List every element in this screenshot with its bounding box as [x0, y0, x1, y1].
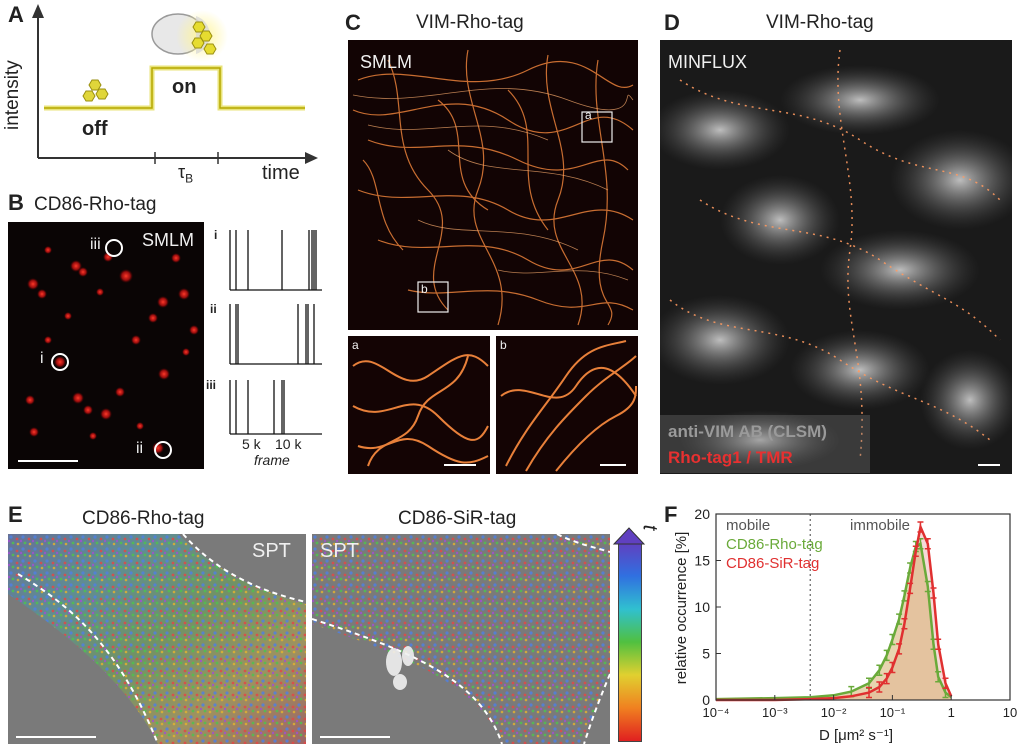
x-tick-label: 10: [1003, 705, 1017, 720]
panel-c-title: VIM-Rho-tag: [416, 12, 524, 33]
panel-f-label: F: [664, 502, 678, 527]
colorbar-arrow-icon: [612, 527, 646, 545]
marker-iii: iii: [90, 236, 101, 253]
panel-b-scale-bar: [18, 460, 78, 462]
y-tick-label: 5: [702, 646, 710, 662]
panel-a-xlabel: time: [262, 162, 300, 184]
panel-b-blink-traces: [229, 230, 322, 435]
legend-sir: CD86-SiR-tag: [726, 555, 819, 572]
panel-c-inset-b-scale-bar: [600, 464, 626, 466]
trace-xtick-10k: 10 k: [275, 436, 302, 452]
panel-e-title-right: CD86-SiR-tag: [398, 508, 517, 529]
panel-c-smlm-label: SMLM: [360, 52, 413, 72]
panel-d-legend-rho: Rho-tag1 / TMR: [668, 448, 793, 467]
data-point: [942, 677, 949, 690]
panel-d-scale-bar: [978, 464, 1000, 466]
panel-d-minflux-image: MINFLUX anti-VIM AB (CLSM) Rho-tag1 / TM…: [660, 40, 1012, 474]
panel-d-minflux-label: MINFLUX: [668, 52, 748, 72]
data-point: [901, 617, 908, 630]
data-point: [924, 580, 931, 593]
panel-c-inset-a: a: [348, 336, 490, 474]
panel-c-inset-b-label: b: [500, 338, 507, 352]
colorbar-label: t: [638, 524, 661, 531]
panel-a-schematic: [32, 4, 318, 164]
data-point: [917, 521, 924, 533]
data-point: [896, 613, 903, 625]
data-point: [907, 582, 914, 595]
panel-e-time-colorbar: [618, 542, 642, 742]
panel-e-left-scale-bar: [16, 736, 96, 738]
y-tick-label: 15: [694, 553, 710, 569]
panel-e-title-left: CD86-Rho-tag: [82, 508, 205, 529]
data-point: [901, 590, 908, 602]
marker-ii: ii: [136, 440, 144, 457]
panel-c-box-a: a: [585, 108, 592, 122]
panel-b-smlm-label: SMLM: [142, 230, 195, 250]
panel-d-title: VIM-Rho-tag: [766, 12, 874, 33]
data-point: [889, 661, 896, 674]
legend-rho: CD86-Rho-tag: [726, 536, 823, 553]
x-tick-label: 10⁻⁴: [703, 705, 730, 720]
panel-e-spt-right-label: SPT: [320, 540, 359, 562]
marker-i: i: [40, 350, 44, 367]
panel-b-title: CD86-Rho-tag: [34, 194, 157, 215]
panel-b-smlm-image: SMLM iii i ii: [8, 222, 204, 469]
data-point: [912, 545, 919, 557]
chart-ylabel: relative occurrence [%]: [673, 532, 690, 685]
panel-f-chart: relative occurrence [%] D [μm² s⁻¹] mobi…: [673, 506, 1017, 744]
panel-e-spt-left: SPT: [8, 534, 306, 744]
data-point: [876, 664, 883, 676]
panel-e-label: E: [8, 502, 23, 527]
data-point: [866, 686, 873, 699]
panel-c-inset-b: b: [496, 336, 638, 474]
trace-iii-label: iii: [206, 378, 217, 392]
x-tick-label: 1: [948, 705, 955, 720]
panel-e-spt-left-label: SPT: [252, 540, 291, 562]
y-tick-label: 0: [702, 692, 710, 708]
panel-a-label: A: [8, 2, 24, 27]
region-mobile-label: mobile: [726, 517, 770, 534]
region-immobile-label: immobile: [850, 517, 910, 534]
panel-d-legend-vim: anti-VIM AB (CLSM): [668, 422, 827, 441]
chart-xlabel: D [μm² s⁻¹]: [819, 727, 893, 744]
trace-ii-label: ii: [210, 302, 217, 316]
panel-d-label: D: [664, 10, 680, 35]
panel-e-right-scale-bar: [320, 736, 390, 738]
data-point: [883, 672, 890, 685]
panel-e-spt-right: SPT: [312, 534, 610, 744]
data-point: [935, 638, 942, 650]
data-point: [876, 681, 883, 693]
series-area-0: [716, 543, 952, 700]
panel-c-inset-a-scale-bar: [444, 464, 476, 466]
trace-i-label: i: [214, 228, 218, 242]
panel-d-legend-box: [660, 415, 870, 473]
panel-b-label: B: [8, 190, 24, 215]
x-tick-label: 10⁻¹: [880, 705, 906, 720]
panel-a-ylabel: intensity: [2, 60, 23, 130]
x-tick-label: 10⁻³: [762, 705, 788, 720]
x-tick-label: 10⁻²: [821, 705, 847, 720]
y-tick-label: 10: [694, 599, 710, 615]
off-label: off: [82, 118, 108, 140]
y-tick-label: 20: [694, 506, 710, 522]
trace-xtick-5k: 5 k: [242, 436, 261, 452]
panel-c-label: C: [345, 10, 361, 35]
data-point: [889, 633, 896, 646]
panel-c-smlm-image: SMLM a b: [348, 40, 638, 330]
trace-xlabel: frame: [254, 452, 290, 468]
data-point: [924, 538, 931, 550]
on-label: on: [172, 76, 197, 98]
data-point: [883, 649, 890, 662]
data-point: [930, 587, 937, 599]
data-point: [935, 671, 942, 683]
data-point: [896, 643, 903, 655]
panel-c-inset-a-label: a: [352, 338, 359, 352]
panel-c-box-b: b: [421, 282, 428, 296]
tau-label: τB: [178, 162, 194, 186]
